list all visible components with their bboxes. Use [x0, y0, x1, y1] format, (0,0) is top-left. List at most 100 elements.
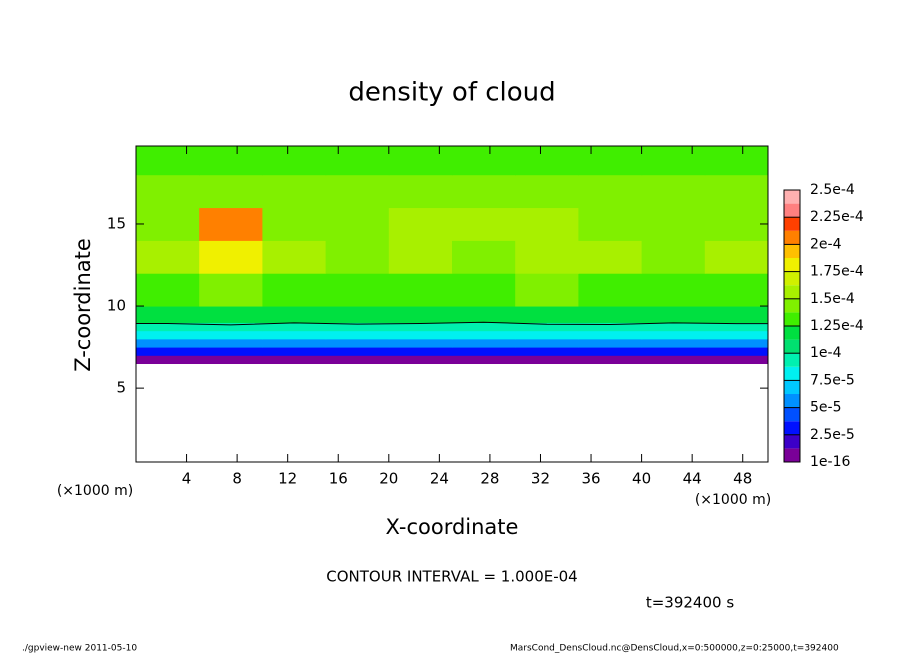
heatmap-cell: [452, 330, 516, 340]
heatmap-cell: [262, 273, 327, 307]
heatmap-cell: [641, 174, 706, 209]
heatmap-cell: [515, 240, 579, 274]
x-tick-label: 4: [182, 470, 192, 488]
heatmap-cell: [325, 273, 390, 307]
heatmap-cell: [578, 347, 643, 356]
contour-interval: CONTOUR INTERVAL = 1.000E-04: [326, 568, 577, 586]
colorbar-swatch: [784, 230, 800, 245]
heatmap-cell: [262, 330, 327, 340]
heatmap-cell: [704, 240, 769, 274]
heatmap-cell: [136, 207, 200, 241]
heatmap-cell: [515, 207, 579, 241]
heatmap-cell: [136, 355, 200, 365]
colorbar-swatch: [784, 448, 800, 462]
colorbar-swatch: [784, 271, 800, 286]
heatmap-cell: [199, 240, 263, 274]
colorbar-tick-label: 1.25e-4: [810, 318, 864, 334]
colorbar-swatch: [784, 217, 800, 231]
heatmap-cell: [452, 207, 516, 241]
colorbar-swatch: [784, 326, 800, 340]
heatmap-cell: [515, 347, 579, 356]
heatmap-cell: [515, 330, 579, 340]
heatmap-cell: [578, 273, 643, 307]
x-tick-label: 16: [329, 470, 348, 488]
heatmap-cell: [262, 240, 327, 274]
heatmap-cell: [325, 330, 390, 340]
heatmap-cell: [388, 240, 453, 274]
heatmap-cell: [641, 355, 706, 365]
heatmap-cell: [388, 174, 453, 209]
colorbar-tick-label: 1e-4: [810, 345, 842, 361]
heatmap-cell: [388, 207, 453, 241]
colorbar-tick-label: 5e-5: [810, 400, 841, 416]
heatmap-cell: [452, 355, 516, 365]
heatmap-cell: [325, 306, 390, 323]
heatmap-cell: [641, 330, 706, 340]
colorbar-swatch: [784, 285, 800, 299]
x-unit-label: (×1000 m): [695, 492, 771, 508]
y-tick-label: 15: [107, 214, 126, 232]
heatmap-cell: [388, 273, 453, 307]
heatmap-cell: [578, 146, 643, 176]
heatmap-cell: [199, 355, 263, 365]
heatmap-cell: [388, 330, 453, 340]
heatmap-cell: [641, 146, 706, 176]
heatmap-cell: [578, 174, 643, 209]
plot-frame: [135, 145, 769, 463]
heatmap-cell: [452, 174, 516, 209]
heatmap-cell: [388, 306, 453, 323]
heatmap-cell: [199, 347, 263, 356]
heatmap-cell: [452, 240, 516, 274]
heatmap-cell: [325, 355, 390, 365]
colorbar-tick-label: 2.25e-4: [810, 209, 864, 225]
heatmap-cell: [325, 347, 390, 356]
heatmap-cell: [578, 355, 643, 365]
contour-line: [136, 321, 768, 326]
colorbar-swatch: [784, 407, 800, 422]
heatmap-cell: [388, 355, 453, 365]
heatmap-cell: [262, 146, 327, 176]
heatmap-cell: [199, 330, 263, 340]
heatmap-cell: [262, 347, 327, 356]
heatmap-cell: [578, 240, 643, 274]
heatmap-cell: [262, 207, 327, 241]
y-axis-label: Z-coordinate: [71, 238, 95, 372]
colorbar-tick-label: 2.5e-4: [810, 182, 855, 198]
heatmap-cell: [641, 322, 706, 332]
heatmap-cell: [704, 207, 769, 241]
footer-left: ./gpview-new 2011-05-10: [22, 644, 137, 654]
x-tick-label: 48: [733, 470, 752, 488]
heatmap-cell: [704, 174, 769, 209]
y-tick-label: 10: [107, 297, 126, 315]
colorbar-tick-label: 2.5e-5: [810, 427, 855, 443]
heatmap-cell: [452, 338, 516, 348]
heatmap-cell: [199, 174, 263, 209]
heatmap-cell: [452, 322, 516, 332]
heatmap-cell: [199, 322, 263, 332]
x-unit-label: (×1000 m): [57, 483, 133, 499]
heatmap-cell: [199, 207, 263, 241]
heatmap-cell: [515, 338, 579, 348]
heatmap-cell: [452, 146, 516, 176]
heatmap-cell: [641, 338, 706, 348]
heatmap-cell: [515, 355, 579, 365]
colorbar-swatch: [784, 366, 800, 381]
colorbar-tick-label: 7.5e-5: [810, 372, 855, 388]
heatmap-cell: [704, 347, 769, 356]
colorbar-tick-label: 2e-4: [810, 236, 842, 252]
heatmap-cell: [452, 273, 516, 307]
heatmap-cell: [325, 146, 390, 176]
colorbar-swatch: [784, 203, 800, 218]
heatmap-cell: [641, 306, 706, 323]
heatmap-cell: [136, 306, 200, 323]
x-tick-label: 32: [531, 470, 550, 488]
colorbar-swatch: [784, 258, 800, 272]
heatmap-cell: [515, 306, 579, 323]
heatmap-cell: [704, 306, 769, 323]
colorbar-swatch: [784, 190, 800, 204]
heatmap-cell: [704, 355, 769, 365]
time-label: t=392400 s: [646, 594, 734, 612]
x-tick-label: 36: [581, 470, 600, 488]
footer-right: MarsCond_DensCloud.nc@DensCloud,x=0:5000…: [510, 644, 839, 654]
heatmap-cell: [515, 174, 579, 209]
